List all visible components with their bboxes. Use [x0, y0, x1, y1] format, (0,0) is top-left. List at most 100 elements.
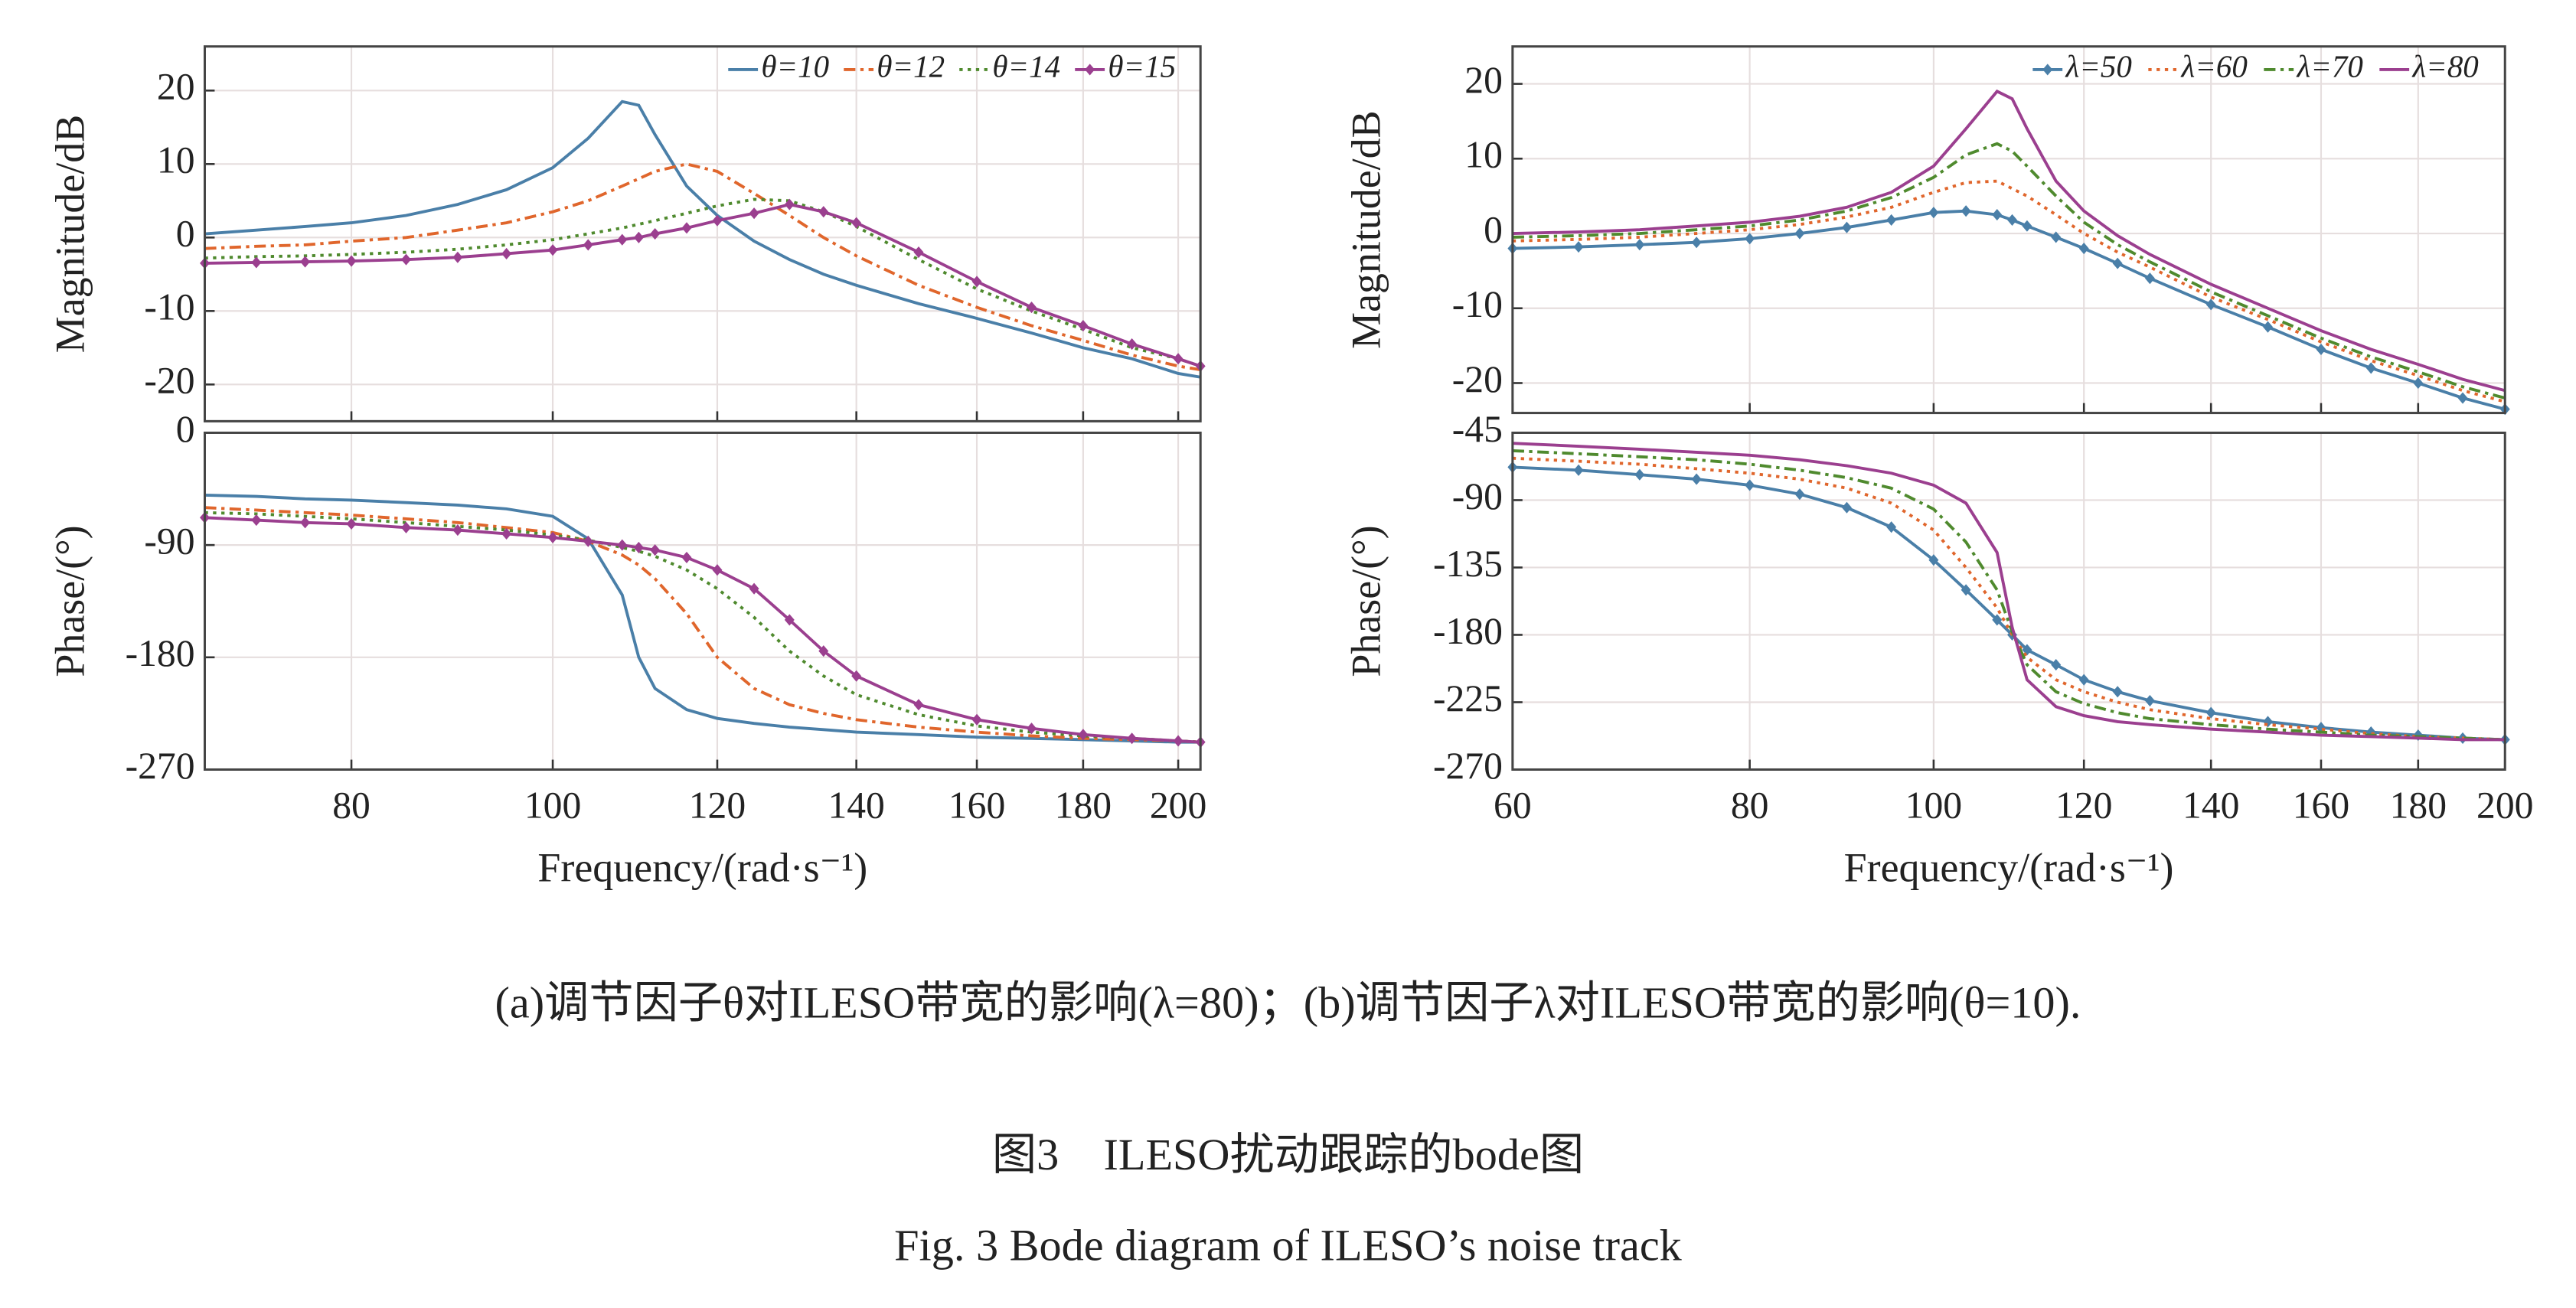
series-marker [818, 645, 829, 657]
series-marker [971, 713, 982, 726]
y-tick-label: -225 [1433, 677, 1503, 719]
series-marker [1841, 221, 1852, 233]
series-marker [2022, 220, 2032, 232]
y-axis-label: Magnitude/dB [1344, 110, 1389, 348]
series-marker [1078, 319, 1089, 332]
series-marker [2022, 644, 2032, 656]
series-marker [1886, 521, 1897, 533]
y-tick-label: 0 [1484, 208, 1503, 250]
y-axis-label: Magnitude/dB [47, 115, 93, 353]
series-line [204, 203, 1201, 368]
series-line [204, 197, 1201, 368]
series-marker [251, 514, 262, 527]
series-marker [851, 217, 862, 229]
x-tick-label: 100 [524, 784, 581, 827]
series-marker [617, 233, 628, 246]
y-tick-label: -180 [1433, 610, 1503, 652]
series-line [204, 516, 1201, 744]
series-marker [1928, 207, 1939, 219]
x-tick-label: 180 [2390, 784, 2447, 827]
series-marker [851, 670, 862, 682]
series-marker [1691, 473, 1702, 485]
series-line [204, 99, 1201, 379]
x-axis-label: Frequency/(rad·s⁻¹) [537, 845, 867, 891]
series-line [1512, 142, 2506, 400]
series-marker [971, 276, 982, 288]
x-tick-label: 60 [1494, 784, 1532, 827]
series-marker [1573, 241, 1584, 253]
series-marker [1691, 236, 1702, 249]
series-marker [2205, 706, 2216, 719]
y-tick-label: -10 [144, 286, 194, 328]
y-tick-label: 20 [157, 66, 195, 108]
legend-marker [1085, 64, 1095, 76]
series-marker [1745, 479, 1755, 491]
y-tick-label: 20 [1464, 59, 1503, 101]
series-marker [2112, 686, 2123, 698]
y-tick-label: -270 [1433, 745, 1503, 787]
series-marker [547, 531, 558, 543]
x-axis-label: Frequency/(rad·s⁻¹) [1844, 845, 2174, 891]
x-tick-label: 80 [332, 784, 371, 827]
x-tick-label: 160 [948, 784, 1005, 827]
y-tick-label: 10 [1464, 134, 1503, 176]
series-marker [650, 227, 661, 240]
series-marker [1127, 338, 1138, 351]
series-marker [1841, 501, 1852, 514]
series-marker [583, 535, 593, 547]
legend-label: θ=10 [761, 48, 829, 83]
series-marker [712, 214, 723, 227]
series-line [204, 162, 1201, 372]
series-marker [346, 255, 357, 267]
series-marker [2078, 674, 2089, 686]
subfigure-caption: (a)调节因子θ对ILESO带宽的影响(λ=80)；(b)调节因子λ对ILESO… [495, 977, 2081, 1027]
series-line [1512, 449, 2506, 742]
series-marker [300, 517, 311, 529]
series-marker [346, 517, 357, 530]
y-tick-label: 0 [176, 213, 195, 255]
series-marker [1027, 301, 1037, 314]
series-line [1512, 179, 2506, 403]
series-marker [2144, 272, 2155, 285]
y-axis-label: Phase/(°) [47, 525, 93, 677]
plot-frame [203, 45, 1202, 422]
y-tick-label: -135 [1433, 543, 1503, 585]
x-tick-label: 100 [1905, 784, 1962, 827]
series-marker [818, 206, 829, 218]
series-marker [1992, 209, 2003, 221]
series-marker [617, 539, 628, 551]
legend-label: θ=15 [1108, 48, 1176, 83]
series-marker [1634, 239, 1645, 251]
x-tick-label: 160 [2293, 784, 2349, 827]
y-tick-label: 0 [176, 408, 195, 450]
series-marker [452, 524, 463, 537]
series-marker [401, 253, 411, 266]
series-marker [1961, 584, 1971, 596]
series-marker [749, 582, 759, 595]
series-marker [452, 251, 463, 263]
y-tick-label: -45 [1452, 408, 1503, 450]
series-marker [633, 541, 644, 553]
x-tick-label: 120 [689, 784, 746, 827]
y-tick-label: -20 [144, 360, 194, 402]
series-marker [1928, 554, 1939, 566]
legend-label: λ=60 [2180, 48, 2247, 83]
series-marker [2263, 321, 2273, 333]
series-marker [1027, 722, 1037, 735]
y-tick-label: 10 [157, 139, 195, 181]
series-marker [913, 699, 924, 711]
series-marker [501, 527, 512, 540]
series-marker [1745, 233, 1755, 245]
series-marker [547, 244, 558, 256]
series-marker [2051, 659, 2062, 671]
series-marker [401, 521, 411, 533]
legend-label: λ=80 [2411, 48, 2478, 83]
series-line [1512, 209, 2506, 411]
series-line [204, 506, 1201, 744]
series-marker [650, 544, 661, 556]
y-tick-label: -90 [1452, 475, 1503, 517]
series-marker [681, 222, 692, 234]
x-tick-label: 200 [2476, 784, 2533, 827]
series-marker [1886, 214, 1897, 226]
series-marker [1961, 205, 1971, 217]
